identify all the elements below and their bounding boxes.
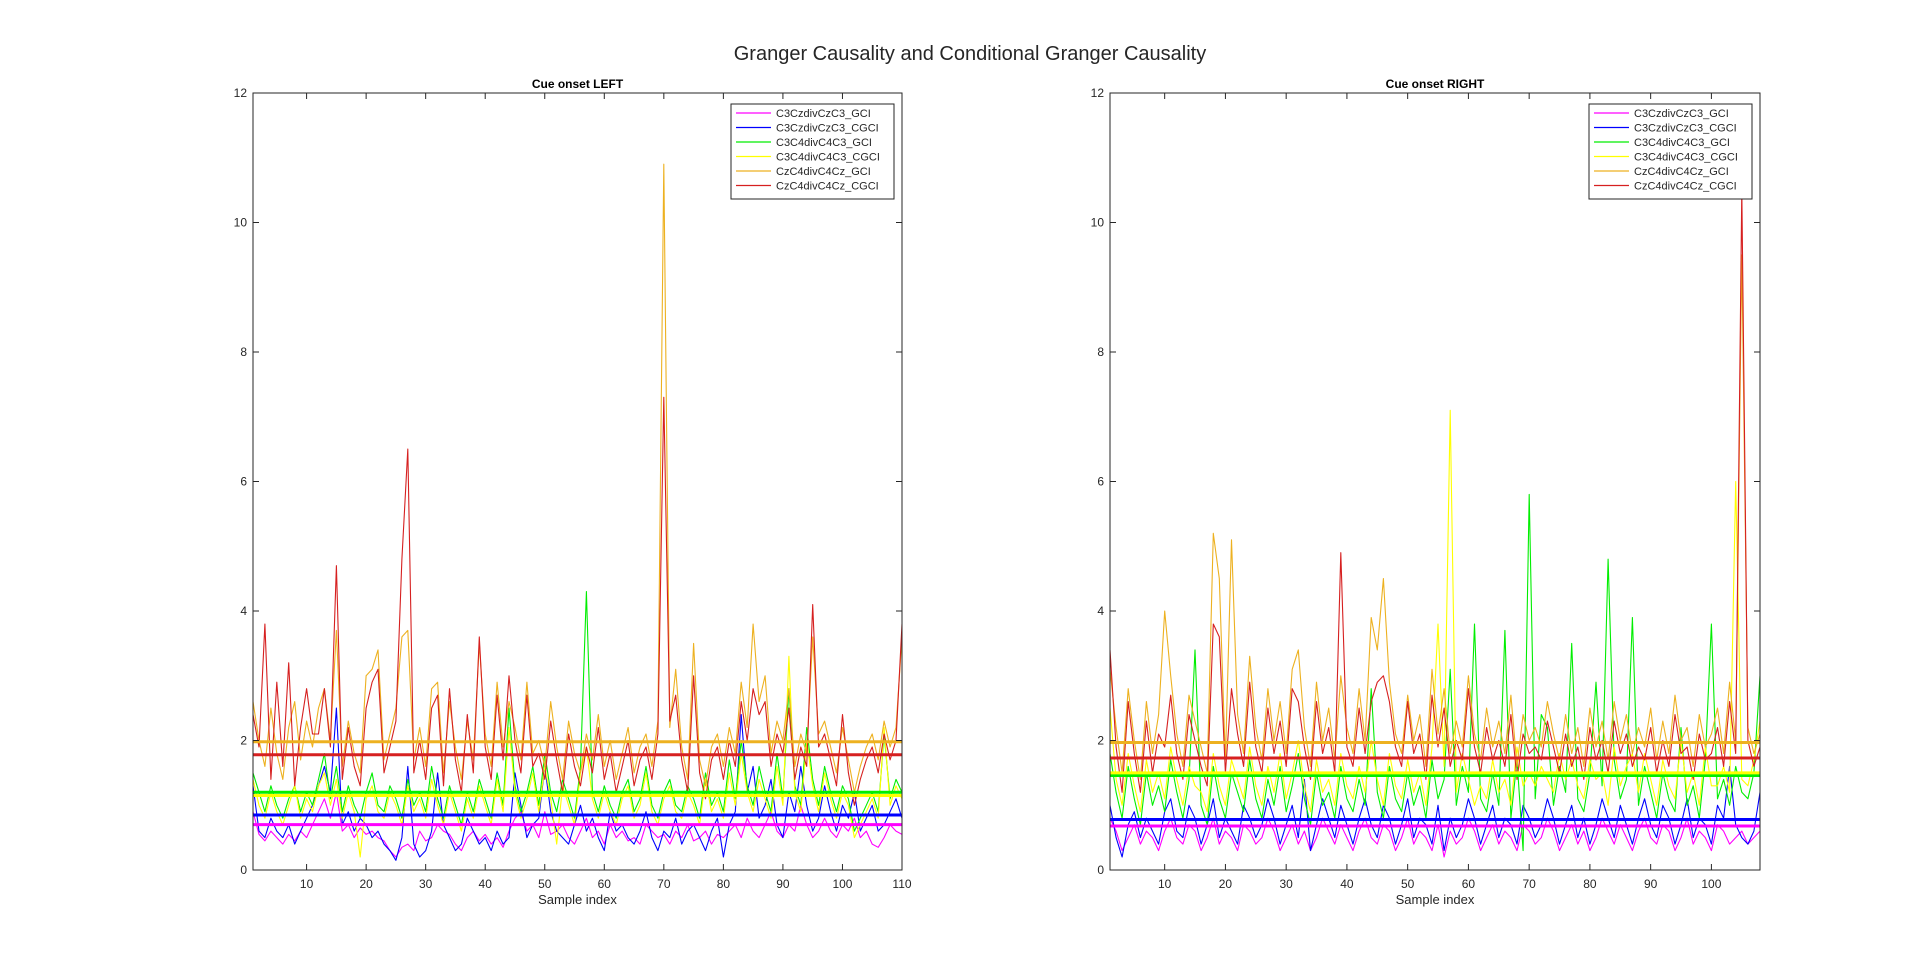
x-tick-label: 30 <box>419 877 433 891</box>
y-tick-label: 0 <box>1097 863 1104 877</box>
x-tick-label: 100 <box>832 877 852 891</box>
legend-entry: C3CzdivCzC3_GCI <box>1634 108 1729 120</box>
x-axis-label: Sample index <box>1396 892 1475 907</box>
x-tick-label: 70 <box>1522 877 1536 891</box>
x-tick-label: 110 <box>892 877 911 891</box>
axes-left: 10 20 30 40 50 60 70 80 90 100 110 0 2 4 6 8 10 12 Cue ons… <box>234 77 912 907</box>
y-tick-label: 2 <box>240 734 247 748</box>
y-tick-label: 4 <box>240 604 247 618</box>
y-tick-label: 6 <box>1097 475 1104 489</box>
legend-entry: C3C4divC4C3_CGCI <box>1634 152 1738 164</box>
legend-entry: CzC4divC4Cz_CGCI <box>776 181 879 193</box>
series-group <box>1110 189 1760 858</box>
y-tick-label: 12 <box>234 86 248 100</box>
y-tick-label: 4 <box>1097 604 1104 618</box>
series-line-3 <box>1110 493 1760 852</box>
x-tick-label: 40 <box>479 877 493 891</box>
legend-entry: C3C4divC4C3_CGCI <box>776 152 880 164</box>
legend-entry: C3C4divC4C3_GCI <box>1634 137 1730 149</box>
legend-entry: C3CzdivCzC3_CGCI <box>776 123 879 135</box>
x-tick-label: 20 <box>359 877 373 891</box>
x-tick-label: 60 <box>598 877 612 891</box>
legend-entry: C3C4divC4C3_GCI <box>776 137 872 149</box>
x-tick-label: 20 <box>1219 877 1233 891</box>
x-tick-label: 90 <box>1644 877 1658 891</box>
x-tick-label: 30 <box>1279 877 1293 891</box>
plot-area <box>1110 93 1760 870</box>
series-group <box>253 163 902 861</box>
x-tick-label: 50 <box>538 877 552 891</box>
series-line-1 <box>253 791 902 858</box>
figure-title: Granger Causality and Conditional Grange… <box>734 43 1206 65</box>
axes-title: Cue onset LEFT <box>532 77 624 91</box>
legend-entry: CzC4divC4Cz_GCI <box>776 166 871 178</box>
series-line-6 <box>1110 189 1760 793</box>
series-line-1 <box>1110 817 1760 858</box>
legend-entry: C3CzdivCzC3_GCI <box>776 108 871 120</box>
y-tick-label: 0 <box>240 863 247 877</box>
x-tick-label: 40 <box>1340 877 1354 891</box>
legend-box <box>730 103 895 200</box>
legend: C3CzdivCzC3_GCI C3CzdivCzC3_CGCI C3C4divC4… <box>1588 103 1753 200</box>
x-tick-label: 70 <box>657 877 671 891</box>
legend-entry: CzC4divC4Cz_GCI <box>1634 166 1729 178</box>
x-tick-label: 100 <box>1701 877 1721 891</box>
legend-entry: CzC4divC4Cz_CGCI <box>1634 181 1737 193</box>
y-tick-label: 10 <box>234 216 248 230</box>
x-tick-label: 10 <box>300 877 314 891</box>
series-line-6 <box>253 396 902 806</box>
x-axis-label: Sample index <box>538 892 617 907</box>
y-tick-label: 8 <box>1097 345 1104 359</box>
x-tick-label: 60 <box>1462 877 1476 891</box>
series-line-4 <box>1110 409 1760 813</box>
x-tick-label: 80 <box>1583 877 1597 891</box>
y-tick-label: 10 <box>1091 216 1105 230</box>
legend: C3CzdivCzC3_GCI C3CzdivCzC3_CGCI C3C4divC4… <box>730 103 895 200</box>
legend-entry: C3CzdivCzC3_CGCI <box>1634 123 1737 135</box>
y-tick-label: 2 <box>1097 734 1104 748</box>
y-tick-label: 8 <box>240 345 247 359</box>
x-tick-label: 80 <box>717 877 731 891</box>
x-tick-label: 50 <box>1401 877 1415 891</box>
legend-box <box>1588 103 1753 200</box>
y-tick-label: 6 <box>240 475 247 489</box>
y-tick-label: 12 <box>1091 86 1105 100</box>
x-tick-label: 90 <box>776 877 790 891</box>
axes-right: 10 20 30 40 50 60 70 80 90 100 0 2 4 6 8 10 12 Cue onset … <box>1091 77 1761 907</box>
series-line-5 <box>1110 254 1760 780</box>
axes-title: Cue onset RIGHT <box>1386 77 1485 91</box>
x-tick-label: 10 <box>1158 877 1172 891</box>
